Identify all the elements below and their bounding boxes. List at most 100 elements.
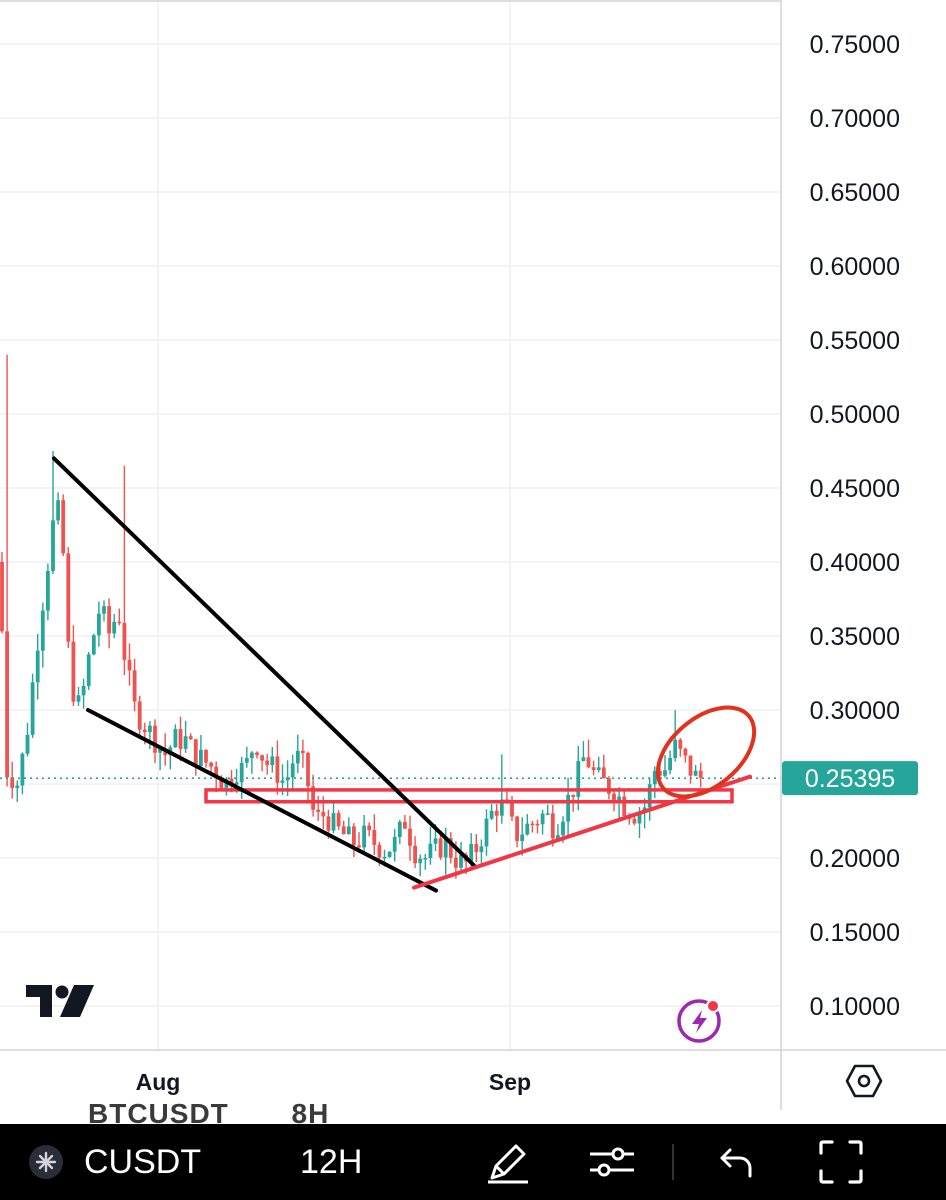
ghost-interval: 8H (291, 1098, 330, 1124)
candle-up (173, 729, 178, 748)
last-price-label: 0.25395 (805, 765, 895, 793)
candle-down (204, 749, 208, 763)
axes: 0.75000 0.70000 0.65000 0.60000 0.55000 0.500… (0, 0, 946, 1110)
tradingview-logo (26, 985, 94, 1017)
candle-down (336, 813, 341, 827)
candle-up (112, 621, 117, 634)
candle-down (535, 823, 540, 826)
candle-up (673, 739, 678, 758)
candle-down (122, 623, 127, 660)
candle-down (219, 778, 224, 789)
candle-up (148, 725, 152, 733)
candle-up (581, 757, 586, 762)
candle-up (556, 835, 560, 839)
candle-up (234, 782, 239, 785)
candle-up (397, 821, 402, 837)
candle-down (601, 767, 606, 779)
symbol-label: CUSDT (84, 1142, 202, 1181)
price-tick-label: 0.60000 (810, 253, 900, 281)
candle-up (443, 838, 448, 858)
last-price-badge (782, 761, 918, 796)
candle-up (484, 818, 489, 847)
candle-up (30, 682, 35, 735)
candle-down (10, 777, 15, 789)
price-tick-label: 0.70000 (810, 105, 900, 133)
interval-button[interactable]: 12H (300, 1124, 362, 1200)
candle-up (81, 685, 86, 696)
interval-label: 12H (300, 1142, 363, 1181)
grid (0, 0, 781, 1050)
candle-down (275, 756, 280, 783)
candle-down (61, 500, 66, 554)
candle-down (494, 810, 499, 816)
candle-down (137, 701, 142, 730)
candle-down (678, 739, 683, 749)
candle-up (668, 757, 672, 771)
candle-down (698, 770, 703, 778)
candle-up (418, 858, 423, 864)
resistance-trendline (52, 456, 476, 868)
candle-down (265, 760, 270, 766)
candle-up (158, 748, 162, 753)
candle-up (290, 763, 295, 778)
candle-up (51, 520, 55, 572)
price-tick-label: 0.45000 (810, 475, 900, 503)
price-tick-label: 0.50000 (810, 401, 900, 429)
pen-icon[interactable] (484, 1124, 532, 1200)
candle-up (663, 770, 667, 776)
candle-up (86, 654, 91, 686)
symbol-avatar-icon[interactable] (28, 1124, 64, 1200)
candle-down (474, 843, 479, 853)
symbol-button[interactable]: CUSDT (84, 1124, 201, 1200)
candle-down (107, 606, 111, 634)
candle-down (306, 753, 310, 787)
undo-icon[interactable] (716, 1124, 756, 1200)
fullscreen-icon[interactable] (818, 1124, 864, 1200)
candle-up (285, 777, 290, 781)
candle-down (438, 838, 443, 858)
price-tick-label: 0.10000 (810, 993, 900, 1021)
candle-up (46, 571, 50, 611)
candle-up (40, 610, 45, 651)
candle-down (341, 826, 346, 835)
candle-down (683, 748, 688, 756)
candle-up (525, 823, 530, 835)
candle-up (56, 500, 60, 521)
candle-up (35, 650, 40, 683)
chart-area[interactable]: 0.25395 0.75000 0.70000 0.65000 0.60000 0.55… (0, 0, 946, 1110)
sliders-icon[interactable] (588, 1124, 636, 1200)
candle-up (76, 695, 81, 702)
candle-up (362, 825, 366, 848)
price-tick-label: 0.75000 (810, 31, 900, 59)
candle-down (214, 766, 219, 779)
candle-up (295, 750, 300, 764)
candle-down (622, 796, 627, 816)
candle-up (346, 826, 351, 835)
candle-up (566, 794, 570, 822)
candle-up (647, 784, 652, 808)
price-chart[interactable]: 0.25395 0.75000 0.70000 0.65000 0.60000 0.55… (0, 0, 946, 1110)
candle-down (71, 641, 76, 702)
price-tick-label: 0.20000 (810, 845, 900, 873)
candle-down (301, 750, 305, 754)
support-zone (204, 788, 734, 804)
candle-up (199, 749, 203, 767)
lightning-icon[interactable] (677, 999, 721, 1043)
candle-down (66, 553, 71, 642)
price-tick-label: 0.40000 (810, 549, 900, 577)
highlight-ellipse (655, 705, 757, 799)
toolbar-divider (672, 1144, 674, 1180)
candle-up (520, 834, 525, 842)
price-tick-label: 0.55000 (810, 327, 900, 355)
candle-down (377, 844, 382, 858)
candle-down (357, 845, 361, 848)
candle-down (510, 802, 514, 817)
candle-down (321, 811, 326, 817)
candle-down (367, 825, 372, 831)
price-tick-label: 0.35000 (810, 623, 900, 651)
settings-hex-icon[interactable] (845, 1064, 883, 1098)
candle-down (571, 794, 576, 797)
price-tick-label: 0.30000 (810, 697, 900, 725)
candle-up (270, 756, 275, 766)
candle-up (499, 799, 504, 816)
